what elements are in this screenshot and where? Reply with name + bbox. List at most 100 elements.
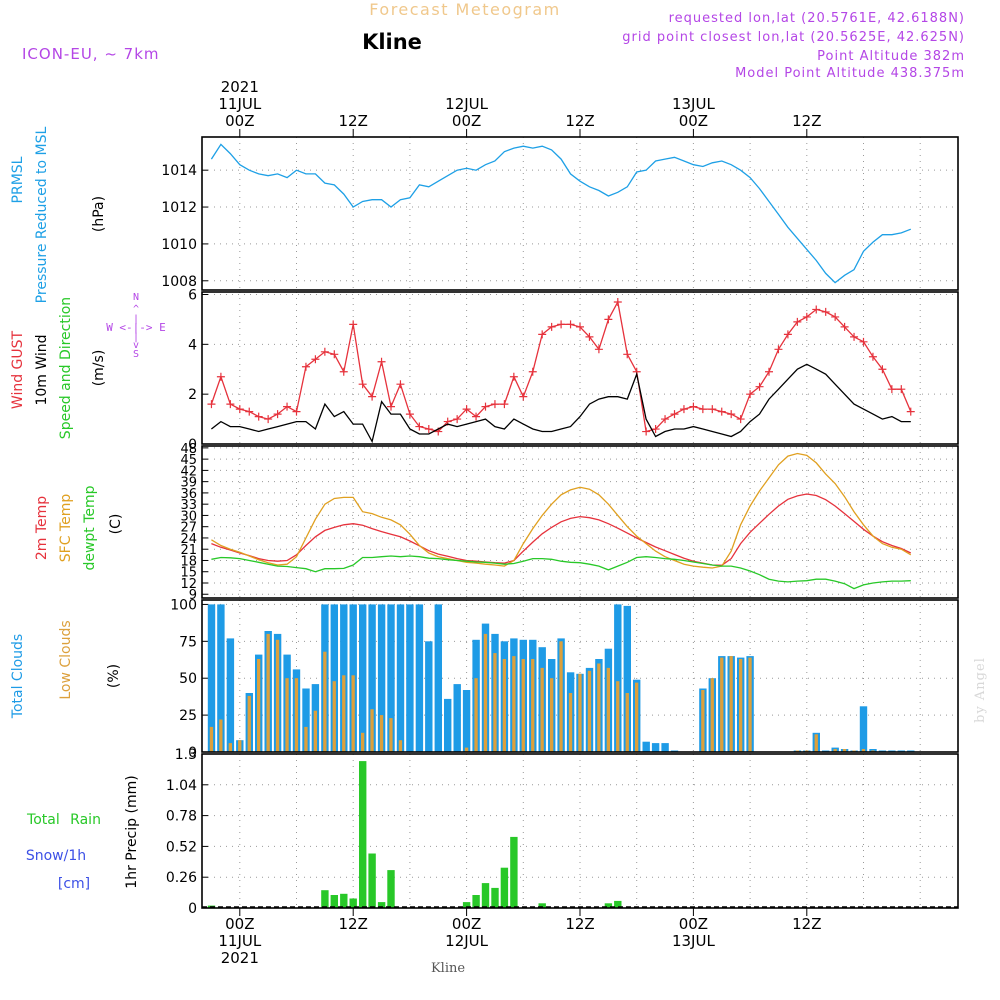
temperature-ytick-label: 45: [180, 453, 197, 468]
low_clouds-bar: [285, 678, 289, 752]
total_clouds-bar: [651, 743, 660, 752]
total_clouds-bar: [396, 604, 405, 752]
rain-bar: [377, 902, 386, 908]
low_clouds-bar: [578, 673, 582, 752]
precip-legend-snow-unit: [cm]: [58, 876, 90, 892]
precip-legend: Total Rain Snow/1h [cm] 1hr Precip (mm): [26, 775, 140, 892]
gust-point-marker: [405, 410, 414, 419]
precip-ytick-label: 0.78: [166, 809, 197, 825]
bottom-time-label: 2021: [221, 949, 259, 967]
temp-legend-2m: 2m Temp: [34, 496, 50, 560]
clouds-legend: Total Clouds Low Clouds (%): [10, 620, 122, 719]
rain-bar: [538, 903, 546, 908]
low_clouds-bar: [304, 726, 308, 752]
low_clouds-bar: [238, 740, 242, 752]
low_clouds-bar: [483, 633, 488, 752]
low_clouds-bar: [729, 656, 733, 752]
low_clouds-bar: [597, 663, 601, 752]
temperature-ytick-label: 15: [180, 566, 197, 581]
precip-ytick-label: 0: [188, 901, 197, 917]
clouds-ytick-label: 50: [179, 671, 197, 687]
gridpoint-coords: grid point closest lon,lat (20.5625E, 42…: [622, 30, 965, 45]
gust-point-marker: [887, 385, 896, 394]
bottom-time-label: 11JUL: [218, 932, 261, 950]
top-time-label: 12Z: [792, 112, 821, 130]
gust-point-marker: [330, 350, 339, 359]
gust-point-marker: [368, 392, 377, 401]
rain-bar: [359, 761, 367, 908]
gust-point-marker: [301, 362, 310, 371]
credit-text: by Angel: [973, 657, 988, 723]
pressure-panel: 1008 1010 1012 1014: [161, 136, 959, 291]
gust-point-marker: [226, 400, 235, 409]
gust-point-marker: [727, 410, 736, 419]
pressure-ytick-label: 1012: [161, 200, 197, 216]
wind-key-bar-top: |: [133, 314, 139, 325]
precip-legend-rain: Total Rain: [26, 812, 101, 828]
low_clouds-bar: [266, 633, 270, 752]
precip-unit: 1hr Precip (mm): [124, 775, 140, 888]
gust-point-marker: [576, 322, 584, 331]
gust-point-marker: [387, 402, 395, 411]
gust-point-marker: [292, 407, 301, 416]
clouds-ytick-label: 0: [188, 745, 197, 761]
total_clouds-bar: [377, 604, 386, 752]
gust-point-marker: [708, 405, 717, 414]
gust-point-marker: [689, 402, 698, 411]
gust-point-marker: [755, 382, 764, 391]
gust-point-marker: [472, 412, 481, 421]
temperature-ytick-label: 24: [180, 532, 197, 547]
model-altitude: Model Point Altitude 438.375m: [735, 66, 965, 81]
temperature-ytick-label: 18: [180, 554, 197, 569]
gust-point-marker: [604, 315, 613, 324]
low_clouds-bar: [710, 678, 714, 752]
gust-point-marker: [528, 367, 537, 376]
total_clouds-bar: [330, 604, 338, 752]
bottom-time-label: 00Z: [679, 915, 708, 933]
gust-point-marker: [831, 312, 840, 321]
gust-point-marker: [698, 405, 707, 414]
gust-point-marker: [878, 365, 887, 374]
gust-point-marker: [840, 322, 849, 331]
rain-bar: [614, 900, 622, 908]
wind-ytick-label: 6: [188, 287, 197, 303]
wind-direction-south: S: [133, 349, 139, 360]
rain-bar: [604, 903, 613, 908]
wind-legend-wind: 10m Wind: [34, 334, 50, 405]
pressure-ytick-label: 1014: [161, 163, 197, 179]
gust-point-marker: [396, 380, 405, 389]
gust-point-marker: [254, 412, 263, 421]
gust-point-marker: [821, 307, 830, 316]
clouds-frame: [201, 599, 959, 753]
total_clouds-bar: [859, 706, 868, 752]
temperature-ytick-label: 48: [180, 442, 197, 457]
gust-point-marker: [679, 405, 688, 414]
gust-point-marker: [736, 415, 745, 424]
gust-point-marker: [377, 357, 386, 366]
gust-point-marker: [264, 415, 273, 424]
gust-point-marker: [415, 422, 424, 431]
pressure-ytick-label: 1010: [161, 237, 197, 253]
wind-legend: Wind GUST 10m Wind Speed and Direction (…: [10, 292, 166, 439]
low_clouds-bar: [559, 641, 563, 752]
pressure-series-line: [210, 143, 912, 284]
wind-key-down-arrow: v: [133, 340, 139, 351]
top-time-label: 00Z: [679, 112, 708, 130]
precip-panel: 0 0.26 0.52 0.78 1.04 1.3: [166, 747, 959, 917]
total_clouds-bar: [207, 604, 216, 752]
temperature-ytick-label: 42: [180, 464, 197, 479]
clouds-panel: 0 25 50 75 100: [170, 597, 959, 761]
point-altitude: Point Altitude 382m: [817, 49, 965, 64]
gust-point-marker: [273, 410, 282, 419]
rain-bar: [368, 853, 376, 908]
temperature-ytick-label: 21: [180, 543, 197, 558]
low_clouds-bar: [323, 651, 327, 752]
gust-point-marker: [594, 345, 603, 354]
gust-point-marker: [311, 355, 320, 364]
bottom-time-label: 13JUL: [672, 932, 715, 950]
gust-point-marker: [765, 367, 773, 376]
precip-frame: [201, 753, 959, 909]
gust-point-marker: [613, 297, 622, 306]
